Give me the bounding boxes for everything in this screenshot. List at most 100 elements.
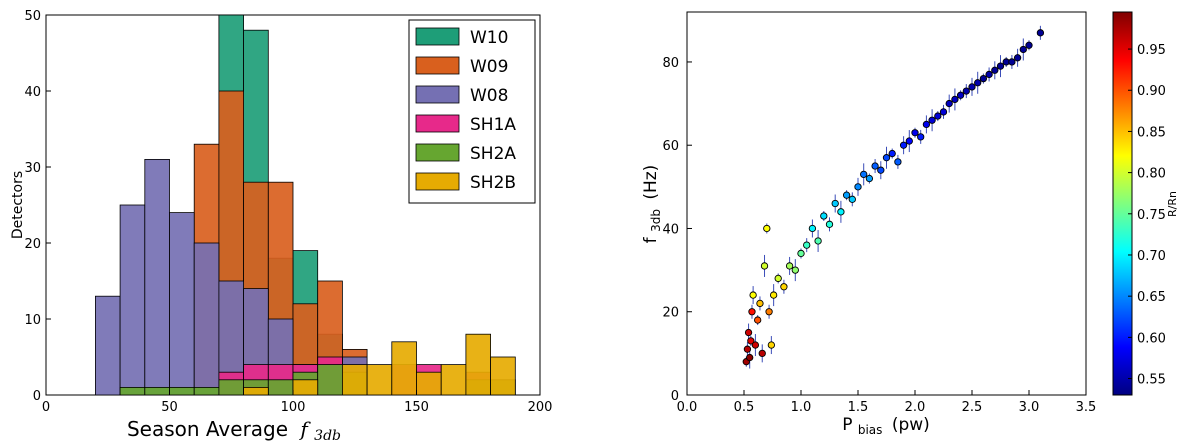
colorbar-tick-label: 0.80 xyxy=(1137,167,1166,182)
scatter-point xyxy=(1013,54,1022,62)
legend-swatch-w09 xyxy=(415,56,460,75)
scatter-point xyxy=(756,299,764,308)
hist-x-tick-label: 50 xyxy=(161,400,178,415)
hist-x-axis-label-math: f xyxy=(298,417,311,441)
scatter-x-tick-label: 1.5 xyxy=(848,400,869,415)
scatter-point xyxy=(962,87,970,95)
scatter-y-axis-label: f 3db (Hz) xyxy=(641,165,665,244)
hist-y-tick-label: 40 xyxy=(24,85,41,100)
legend-label-sh2a: SH2A xyxy=(470,144,516,164)
scatter-point xyxy=(797,249,805,258)
scatter-point xyxy=(865,174,874,183)
scatter-point xyxy=(746,353,754,362)
scatter-point xyxy=(748,308,756,316)
scatter-point xyxy=(765,308,773,316)
colorbar-tick-label: 0.95 xyxy=(1137,43,1166,58)
scatter-x-tick-label: 2.0 xyxy=(905,400,926,415)
legend-label-w10: W10 xyxy=(470,28,508,48)
hist-y-tick-label: 10 xyxy=(24,313,41,328)
scatter-point xyxy=(996,62,1005,70)
hist-legend-frame xyxy=(408,19,536,204)
hist-y-tick-label: 20 xyxy=(24,237,41,252)
legend-swatch-sh2b xyxy=(415,172,460,191)
scatter-y-tick-label: 60 xyxy=(662,139,679,154)
scatter-point xyxy=(825,220,834,228)
bar-sh2a-50 xyxy=(169,386,195,396)
hist-legend: W10 W09 W08 SH1A SH2A SH2B xyxy=(408,19,536,204)
scatter-x-tick-label: 3.0 xyxy=(1019,400,1040,415)
scatter-point xyxy=(882,154,891,162)
bar-sh2a-70 xyxy=(218,379,244,396)
scatter-point xyxy=(854,183,862,191)
scatter-point xyxy=(917,133,925,141)
colorbar-tick-label: 0.75 xyxy=(1137,208,1166,223)
scatter-point xyxy=(939,108,948,116)
legend-swatch-w10 xyxy=(415,27,460,46)
scatter-point xyxy=(791,266,799,274)
scatter-plot-frame xyxy=(686,11,1087,396)
scatter-point xyxy=(842,191,851,199)
scatter-point xyxy=(831,199,839,208)
scatter-point xyxy=(763,224,771,233)
scatter-y-tick-label: 20 xyxy=(662,306,679,321)
hist-y-tick-label: 50 xyxy=(24,9,41,24)
scatter-point xyxy=(934,112,942,120)
bar-sh2a-60 xyxy=(193,386,220,396)
legend-swatch-sh1a xyxy=(415,114,460,133)
scatter-point xyxy=(1019,45,1027,54)
scatter-point xyxy=(749,291,757,299)
scatter-point xyxy=(767,341,776,349)
scatter-point xyxy=(774,274,782,283)
scatter-point xyxy=(905,137,913,145)
hist-x-axis-label: Season Average f 3db xyxy=(127,417,341,442)
bar-sh2b-80 xyxy=(243,386,269,396)
bar-w08-30 xyxy=(119,204,146,396)
scatter-x-label-unit: (pw) xyxy=(892,415,930,435)
scatter-point xyxy=(894,158,902,166)
scatter-panel: 0.0 0.5 1.0 1.5 2.0 2.5 3.0 3.5 0 20 40 60 80 P bia… xyxy=(641,11,1179,437)
scatter-point xyxy=(956,91,965,99)
hist-x-tick-label: 200 xyxy=(528,400,553,415)
scatter-point xyxy=(744,328,753,337)
bar-sh2b-140 xyxy=(391,341,417,396)
scatter-point xyxy=(1036,29,1045,37)
scatter-y-ticks: 0 20 40 60 80 xyxy=(662,56,692,404)
colorbar-tick-label: 0.90 xyxy=(1137,84,1166,99)
scatter-point xyxy=(945,99,953,108)
hist-x-tick-label: 100 xyxy=(281,400,306,415)
scatter-x-label-sub: bias xyxy=(858,423,883,437)
scatter-x-tick-label: 0.0 xyxy=(677,400,698,415)
legend-swatch-sh2a xyxy=(415,143,460,162)
scatter-y-tick-label: 80 xyxy=(662,56,679,71)
scatter-point xyxy=(751,341,760,349)
hist-y-tick-label: 30 xyxy=(24,161,41,176)
scatter-point xyxy=(780,283,788,291)
bar-w08-20 xyxy=(95,295,121,396)
hist-x-tick-label: 0 xyxy=(42,400,50,415)
scatter-point xyxy=(911,129,919,137)
hist-x-axis-label-math-sub: 3db xyxy=(314,428,341,442)
bar-sh2b-100 xyxy=(292,379,319,396)
scatter-point xyxy=(979,74,988,83)
scatter-point xyxy=(877,166,885,174)
scatter-point xyxy=(743,345,752,353)
bar-sh2b-120 xyxy=(341,364,368,396)
hist-bars xyxy=(95,14,516,396)
scatter-y-label-unit: (Hz) xyxy=(641,165,661,200)
colorbar-tick-label: 0.60 xyxy=(1137,331,1166,346)
hist-x-ticks: 0 50 100 150 200 xyxy=(42,390,553,415)
scatter-y-tick-label: 0 xyxy=(671,389,679,404)
scatter-point xyxy=(985,70,993,79)
bar-sh2a-90 xyxy=(267,379,294,396)
colorbar-label: R/Rn xyxy=(1166,191,1179,217)
scatter-point xyxy=(922,120,931,129)
scatter-x-tick-label: 3.5 xyxy=(1076,400,1097,415)
scatter-y-tick-label: 40 xyxy=(662,222,679,237)
scatter-point xyxy=(928,116,936,124)
hist-x-axis-label-text: Season Average xyxy=(127,417,288,441)
scatter-x-ticks: 0.0 0.5 1.0 1.5 2.0 2.5 3.0 3.5 xyxy=(677,390,1097,415)
scatter-point xyxy=(747,337,755,345)
legend-swatch-w08 xyxy=(415,85,460,104)
bar-sh2b-150 xyxy=(416,371,442,396)
